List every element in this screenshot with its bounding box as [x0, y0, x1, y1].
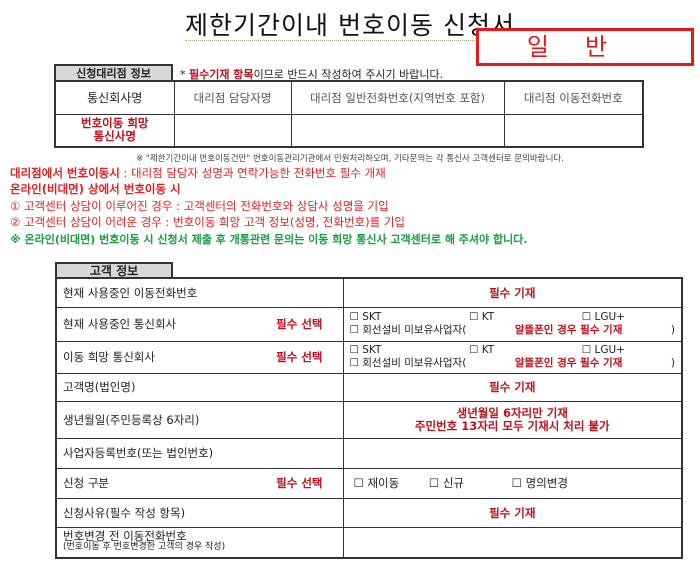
- customer-table: 현재 사용중인 이동전화번호 필수 기재 현재 사용중인 통신회사 필수 선택 ☐…: [55, 277, 683, 559]
- note-agency-bold: 대리점에서 번호이동시: [10, 166, 120, 180]
- mvno-note: 알뜰폰인 경우 필수 기재: [514, 324, 623, 336]
- previous-number-field[interactable]: [342, 526, 683, 559]
- agent-name-field[interactable]: [173, 113, 292, 148]
- label-customer-name: 고객명(법인명): [55, 372, 344, 402]
- agency-table: 통신회사명 대리점 담당자명 대리점 일반전화번호(지역번호 포함) 대리점 이…: [54, 80, 644, 148]
- mvno-close: ): [670, 357, 675, 369]
- label-current-number: 현재 사용중인 이동전화번호: [55, 277, 344, 308]
- header-agency-mobile: 대리점 이동전화번호: [503, 80, 644, 115]
- checkbox-report[interactable]: ☐ 재이동: [353, 476, 400, 490]
- birthdate-field[interactable]: 생년월일 6자리만 기재 주민번호 13자리 모두 기재시 처리 불가: [342, 400, 683, 439]
- mvno-close: ): [670, 324, 675, 336]
- label-previous-number-sub: (번호이동 후 번호변경한 고객의 경우 작성): [63, 542, 226, 553]
- business-number-field[interactable]: [342, 437, 683, 469]
- agency-phone-field[interactable]: [290, 113, 505, 148]
- required-select-tag: 필수 선택: [276, 317, 323, 331]
- checkbox-desired-mvno[interactable]: ☐ 회선설비 미보유사업자(: [349, 357, 467, 369]
- label-desired-carrier: 이동 희망 통신회사: [63, 350, 155, 364]
- checkbox-desired-kt[interactable]: ☐ KT: [468, 344, 495, 356]
- agency-notice: * 필수기재 항목이므로 반드시 작성하여 주시기 바랍니다.: [180, 68, 444, 81]
- checkbox-current-lgu[interactable]: ☐ LGU+: [581, 311, 625, 323]
- label-current-carrier: 현재 사용중인 통신회사: [63, 317, 177, 331]
- header-agency-phone: 대리점 일반전화번호(지역번호 포함): [290, 80, 505, 115]
- label-reason: 신청사유(필수 작성 항목): [55, 497, 344, 528]
- note-online-inquiry: ※ 온라인(비대면) 번호이동 시 신청서 제출 후 개통관련 문의는 이동 희…: [10, 233, 528, 246]
- agency-mobile-field[interactable]: [503, 113, 644, 148]
- label-birthdate: 생년월일(주민등록상 6자리): [55, 400, 344, 439]
- footnote: ※ "제한기간이내 번호이동건만" 번호이동관리기관에서 민원처리하오며, 기타…: [136, 154, 564, 164]
- reason-field[interactable]: 필수 기재: [342, 497, 683, 528]
- note-agency: : 대리점 담당자 성명과 연락가능한 전화번호 필수 개재: [119, 166, 386, 180]
- checkbox-name-change[interactable]: ☐ 명의변경: [511, 476, 568, 490]
- checkbox-new[interactable]: ☐ 신규: [428, 476, 465, 490]
- required-select-tag: 필수 선택: [276, 350, 323, 364]
- checkbox-desired-lgu[interactable]: ☐ LGU+: [581, 344, 625, 356]
- customer-section-tab: 고객 정보: [55, 262, 173, 278]
- checkbox-current-skt[interactable]: ☐ SKT: [349, 311, 382, 323]
- checkbox-current-mvno[interactable]: ☐ 회선설비 미보유사업자(: [349, 324, 467, 336]
- header-agent-name: 대리점 담당자명: [173, 80, 292, 115]
- label-business-number: 사업자등록번호(또는 법인번호): [55, 437, 344, 469]
- note-case-1: ① 고객센터 상담이 이루어진 경우 : 고객센터의 전화번호와 상담사 성명을…: [10, 199, 389, 213]
- label-request-type: 신청 구분: [63, 476, 109, 490]
- agency-section-tab: 신청대리점 정보: [54, 64, 173, 81]
- note-case-2: ② 고객센터 상담이 어려운 경우 : 번호이동 희망 고객 정보(성명, 전화…: [10, 215, 406, 229]
- customer-name-field[interactable]: 필수 기재: [342, 372, 683, 402]
- checkbox-current-kt[interactable]: ☐ KT: [468, 311, 495, 323]
- mvno-note: 알뜰폰인 경우 필수 기재: [514, 357, 623, 369]
- note-online: 온라인(비대면) 상에서 번호이동 시: [10, 182, 181, 196]
- current-number-field[interactable]: 필수 기재: [342, 277, 683, 308]
- page-title: 제한기간이내 번호이동 신청서: [185, 11, 515, 41]
- checkbox-desired-skt[interactable]: ☐ SKT: [349, 344, 382, 356]
- label-previous-number: 번호변경 전 이동전화번호: [63, 529, 187, 544]
- desired-carrier-label: 번호이동 희망 통신사명: [54, 113, 175, 148]
- required-select-tag: 필수 선택: [276, 476, 323, 490]
- category-badge: 일반: [476, 28, 694, 66]
- header-carrier: 통신회사명: [54, 80, 175, 115]
